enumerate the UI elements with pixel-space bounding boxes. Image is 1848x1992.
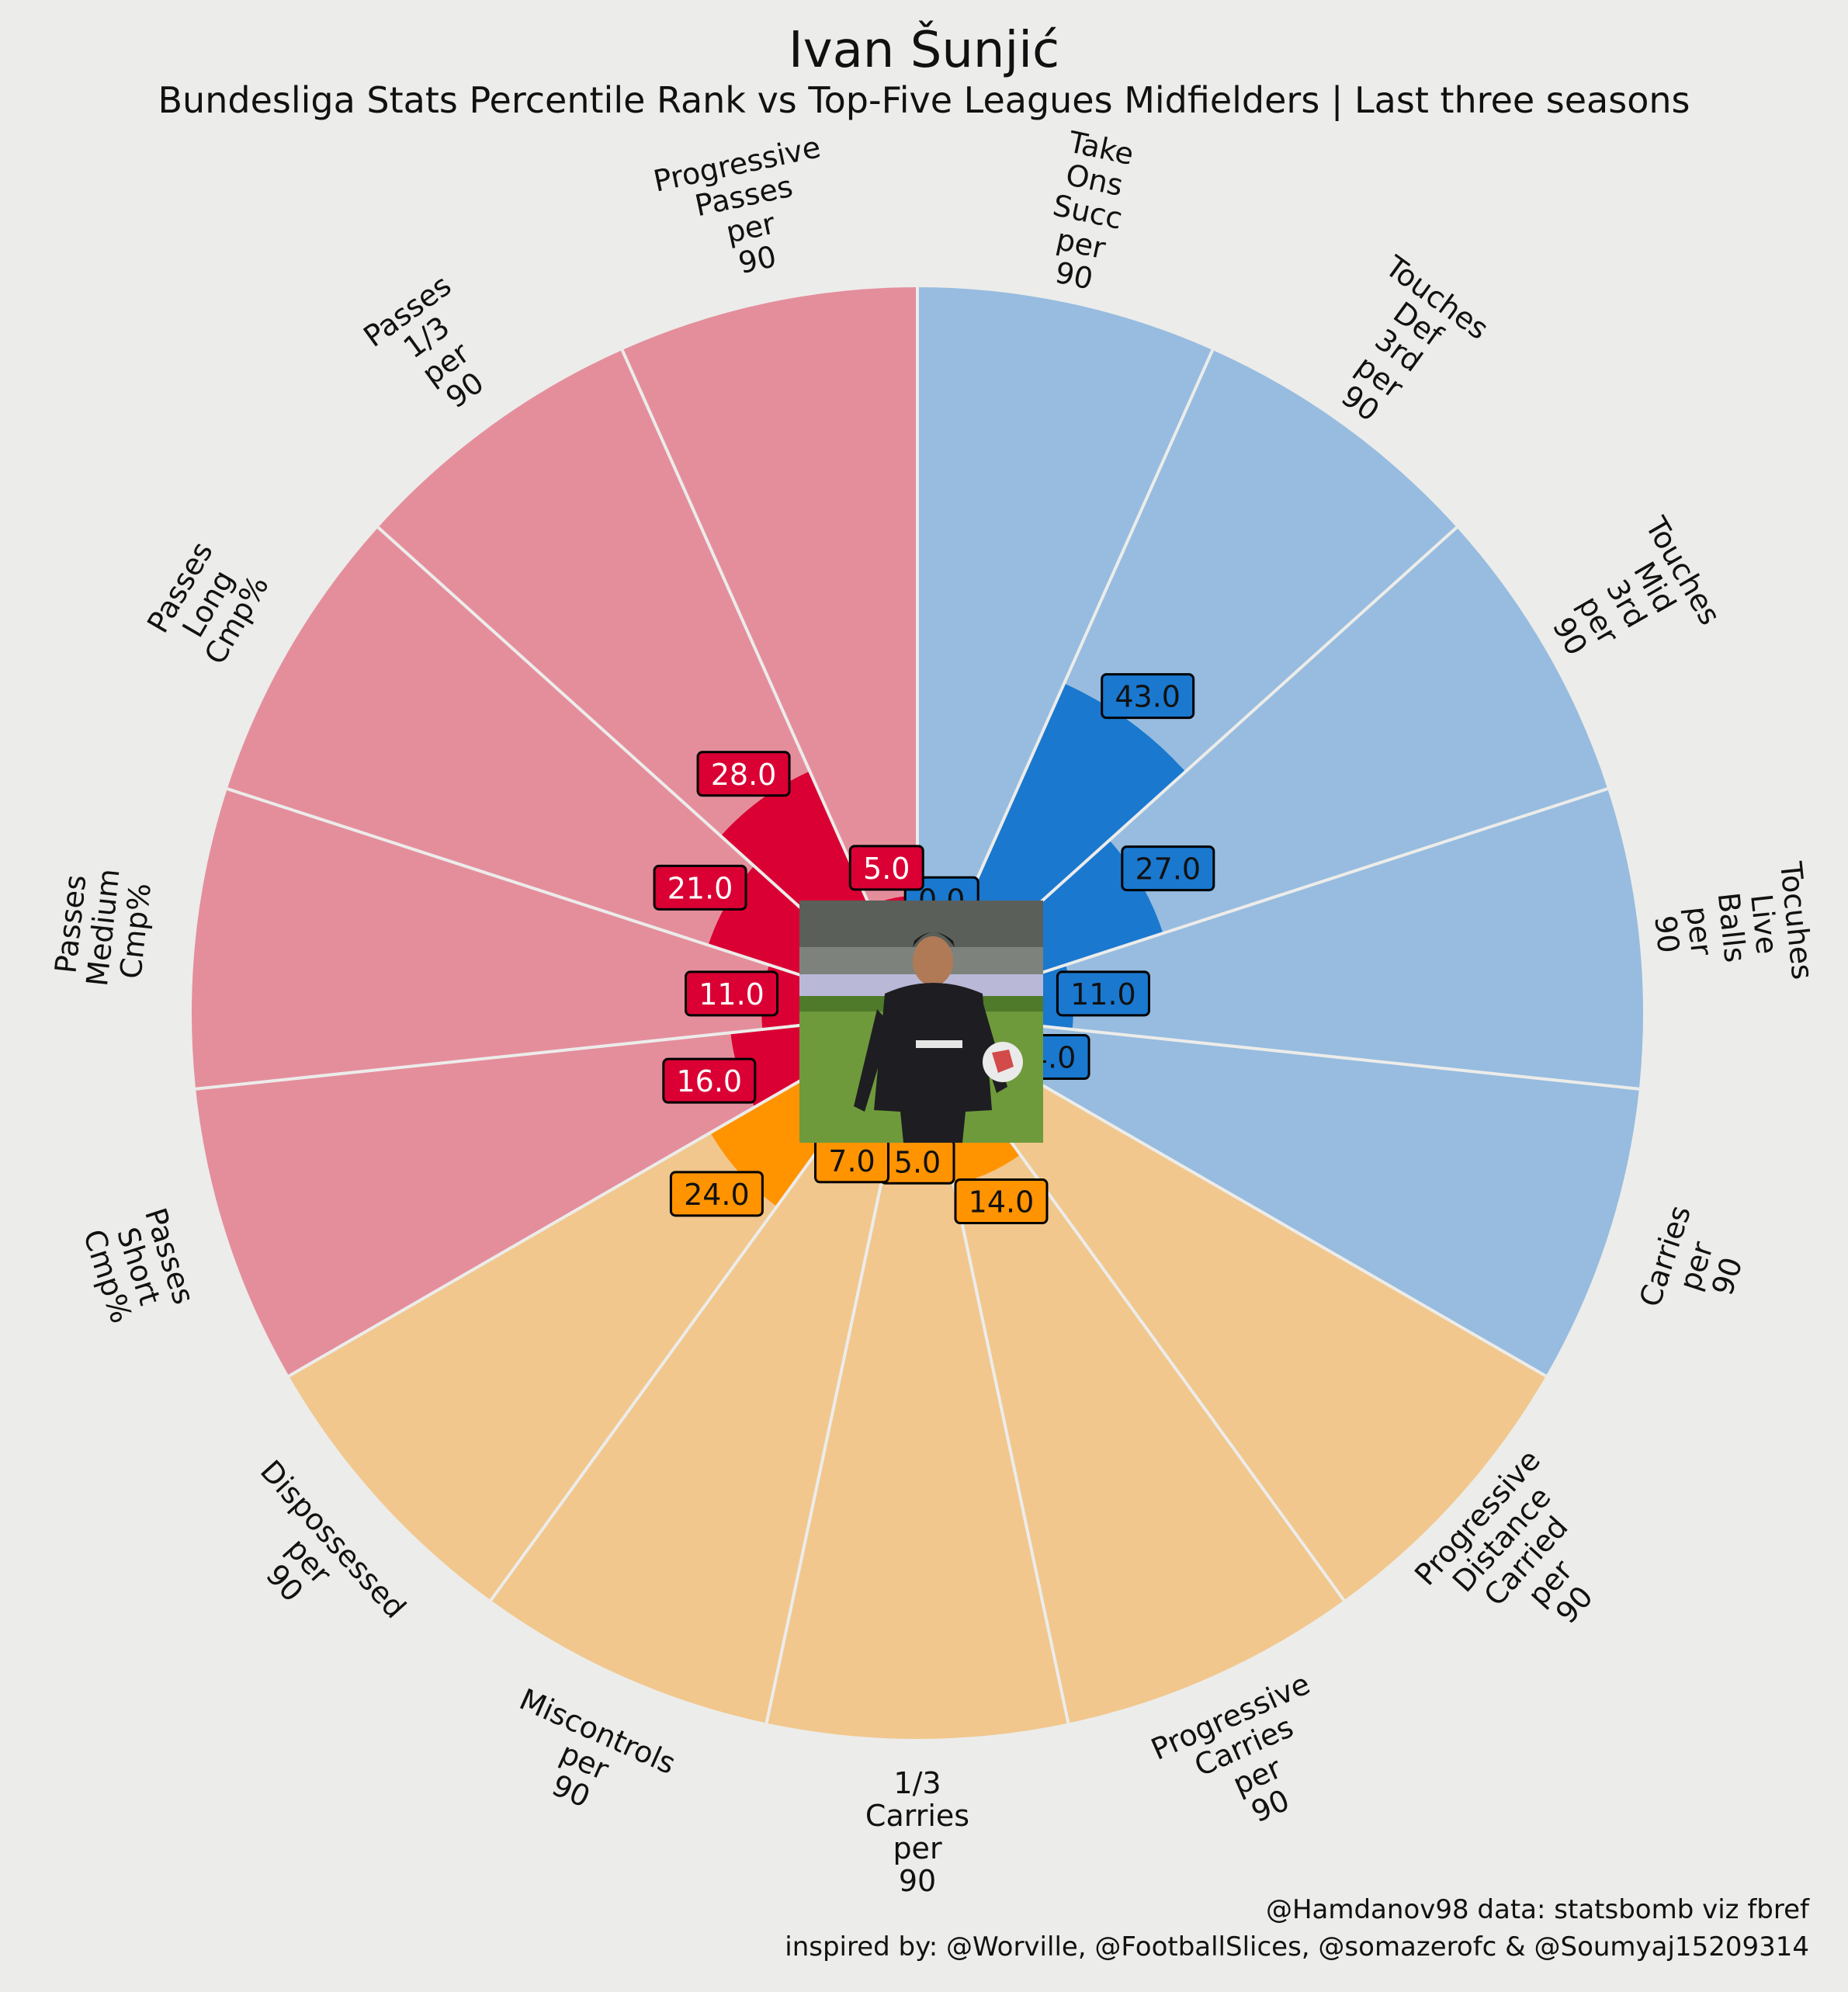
slice-divider-11	[195, 1020, 833, 1091]
value-label-box-13	[696, 751, 791, 797]
slice-value-bar-1	[952, 683, 1186, 956]
player-photo	[799, 901, 1043, 1143]
credit-line-2: inspired by: @Worville, @FootballSlices,…	[785, 1931, 1809, 1963]
slice-background-11	[192, 789, 837, 1089]
value-label-7: 5.0	[894, 1145, 941, 1179]
value-label-box-11	[685, 970, 779, 1017]
param-label-4: Carriesper90	[1633, 1201, 1760, 1331]
value-label-box-3	[1056, 970, 1150, 1017]
value-label-box-2	[1121, 845, 1215, 892]
slice-divider-2	[979, 526, 1458, 957]
value-label-2: 27.0	[1135, 852, 1201, 887]
value-label-box-1	[1101, 673, 1195, 720]
slice-background-7	[766, 1096, 1069, 1740]
value-label-box-14	[848, 845, 924, 891]
slice-divider-14	[620, 349, 885, 936]
slice-divider-10	[288, 1054, 844, 1378]
slice-background-10	[196, 1022, 844, 1376]
slice-background-5	[967, 1056, 1546, 1601]
param-label-0: TakeOnsSuccper90	[1036, 124, 1139, 300]
value-label-box-6	[954, 1178, 1049, 1225]
slice-divider-6	[966, 1081, 1346, 1602]
param-label-3: TocuhesLiveBallsper90	[1644, 859, 1820, 995]
slice-divider-8	[765, 1096, 902, 1723]
slice-divider-3	[997, 787, 1608, 988]
value-label-13: 28.0	[711, 758, 777, 792]
value-label-14: 5.0	[863, 852, 910, 886]
slice-background-8	[491, 1081, 900, 1723]
param-label-12: PassesLongCmp%	[140, 536, 276, 671]
value-label-1: 43.0	[1115, 680, 1181, 714]
value-label-12: 21.0	[667, 871, 733, 905]
slice-background-0	[917, 287, 1213, 935]
param-label-11: PassesMediumCmp%	[47, 863, 158, 991]
slice-divider-5	[990, 1054, 1547, 1378]
value-label-box-9	[669, 1171, 764, 1217]
value-label-6: 14.0	[969, 1185, 1035, 1220]
slice-background-14	[622, 287, 917, 935]
value-label-10: 16.0	[676, 1064, 742, 1098]
param-label-7: 1/3 Carries per 90	[865, 1766, 969, 1898]
slice-divider-13	[376, 526, 855, 957]
param-label-8: Miscontrolsper90	[488, 1682, 681, 1841]
slice-divider-4	[1002, 1020, 1640, 1091]
chart-subtitle: Bundesliga Stats Percentile Rank vs Top-…	[158, 79, 1690, 121]
chart-title: Ivan Šunjić	[788, 22, 1060, 79]
param-label-6: ProgressiveCarriesper90	[1146, 1667, 1355, 1856]
value-label-9: 24.0	[684, 1178, 750, 1212]
slice-background-3	[998, 789, 1643, 1089]
slice-divider-1	[950, 349, 1215, 936]
value-label-box-12	[653, 864, 747, 911]
value-label-box-10	[662, 1057, 757, 1104]
param-label-10: PassesShortCmp%	[76, 1204, 201, 1329]
param-label-13: Passes1/3per90	[357, 268, 515, 432]
slice-background-4	[991, 1022, 1639, 1376]
slice-divider-12	[227, 787, 837, 988]
value-label-11: 11.0	[699, 977, 765, 1012]
value-label-3: 11.0	[1070, 977, 1136, 1012]
slice-divider-9	[489, 1081, 869, 1602]
slice-background-6	[934, 1081, 1344, 1723]
credit-line-1: @Hamdanov98 data: statsbomb viz fbref	[1265, 1894, 1809, 1925]
param-label-14: ProgressivePassesper90	[650, 130, 844, 294]
value-label-8: 7.0	[828, 1144, 875, 1178]
